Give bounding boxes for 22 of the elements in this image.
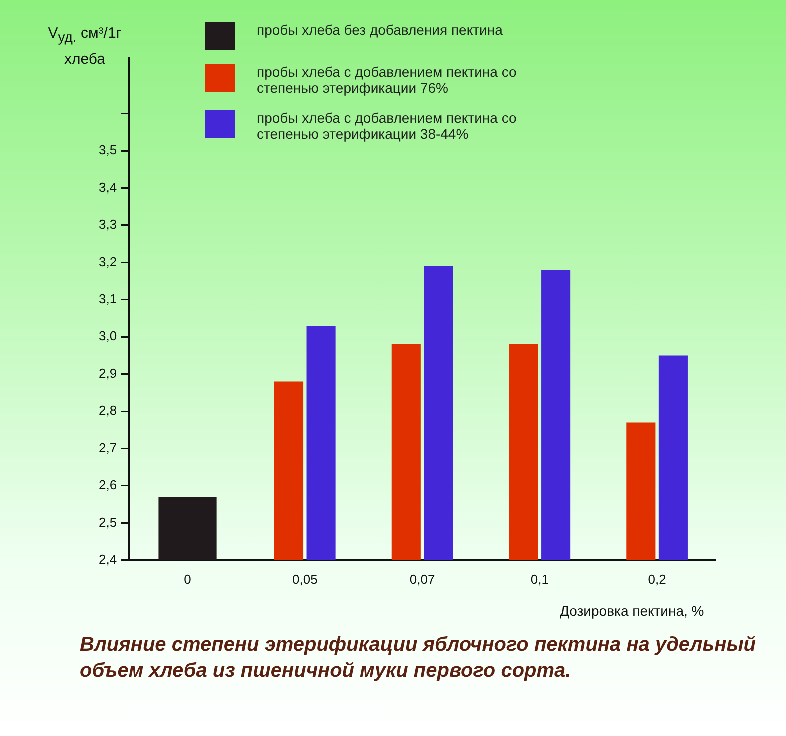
text: Влияние степени этерификации яблочного пектина на удельный объем хлеба из пшеничной муки первого сорта. bbox=[80, 633, 757, 684]
x-tick-label: 0,2 bbox=[648, 572, 666, 587]
y-tick-label: 3,2 bbox=[98, 254, 118, 270]
x-tick-label: 0 bbox=[184, 572, 192, 587]
legend-label: пробы хлеба без добавления пектина bbox=[257, 22, 504, 38]
x-tick-label: 0,1 bbox=[530, 572, 549, 587]
y-tick-label: 2,8 bbox=[98, 403, 118, 418]
legend-label: пробы хлеба с добавлением пектина со степенью этерификации 38-44% bbox=[257, 110, 518, 142]
x-tick-label: 0,05 bbox=[292, 572, 318, 587]
y-tick-label: 2,9 bbox=[98, 366, 118, 381]
y-tick-label: 3,1 bbox=[98, 291, 118, 306]
x-axis-title: Дозировка пектина, % bbox=[560, 603, 704, 619]
legend-label: пробы хлеба с добавлением пектина со степенью этерификации 76% bbox=[257, 64, 518, 96]
y-tick-label: 2,4 bbox=[98, 552, 118, 567]
y-tick-label: 3,5 bbox=[98, 142, 118, 158]
y-tick-label: 2,6 bbox=[98, 478, 118, 493]
x-tick-label: 0,07 bbox=[410, 572, 436, 587]
y-tick-label: 3,0 bbox=[98, 328, 118, 344]
y-tick-label: 3,3 bbox=[98, 217, 118, 232]
y-tick-label: 2,5 bbox=[98, 514, 118, 530]
y-tick-label: 3,4 bbox=[98, 180, 118, 195]
y-tick-label: 2,7 bbox=[98, 440, 118, 456]
